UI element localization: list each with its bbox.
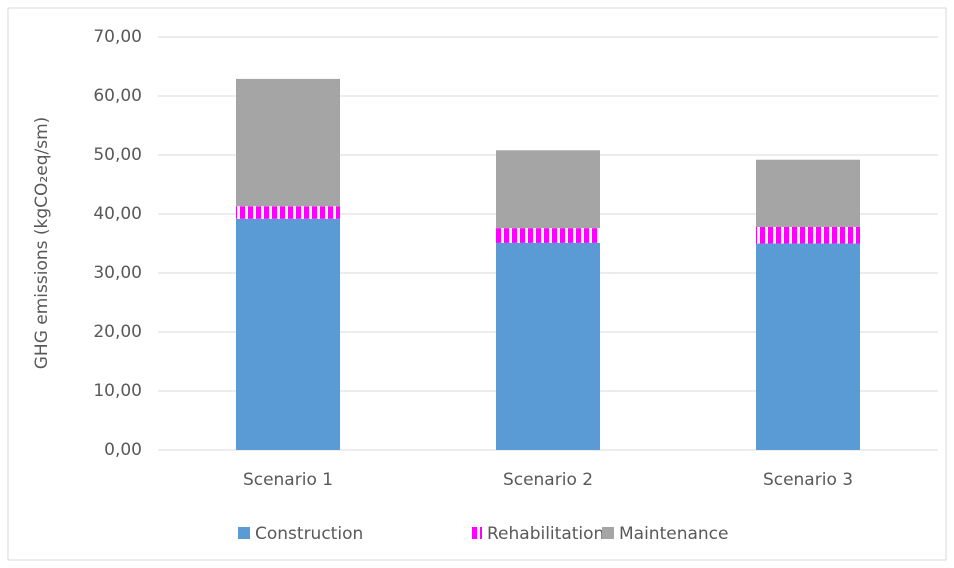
y-tick-label: 30,00 xyxy=(93,263,142,283)
bar-segment xyxy=(756,159,860,227)
legend-label: Rehabilitation xyxy=(487,524,604,544)
x-tick-label: Scenario 2 xyxy=(503,470,593,490)
y-tick-label: 20,00 xyxy=(93,322,142,342)
y-tick-label: 0,00 xyxy=(104,440,142,460)
legend-label: Construction xyxy=(255,524,363,544)
bar-segment xyxy=(756,226,860,244)
y-axis-label: GHG emissions (kgCO₂eq/sm) xyxy=(32,117,52,370)
y-tick-label: 40,00 xyxy=(93,204,142,224)
legend-swatch xyxy=(238,527,250,539)
bar-segment xyxy=(756,243,860,450)
y-tick-label: 70,00 xyxy=(93,27,142,47)
bar-segment xyxy=(496,228,600,243)
bar-segment xyxy=(236,206,340,219)
bar-segment xyxy=(236,78,340,207)
y-tick-label: 60,00 xyxy=(93,86,142,106)
y-tick-label: 50,00 xyxy=(93,145,142,165)
legend-label: Maintenance xyxy=(619,524,728,544)
x-tick-label: Scenario 3 xyxy=(763,470,853,490)
legend-swatch xyxy=(602,527,614,539)
bar-segment xyxy=(496,242,600,450)
bar-segment xyxy=(236,218,340,450)
x-tick-label: Scenario 1 xyxy=(243,470,333,490)
y-tick-label: 10,00 xyxy=(93,381,142,401)
bar-segment xyxy=(496,150,600,229)
legend-swatch xyxy=(470,527,482,539)
